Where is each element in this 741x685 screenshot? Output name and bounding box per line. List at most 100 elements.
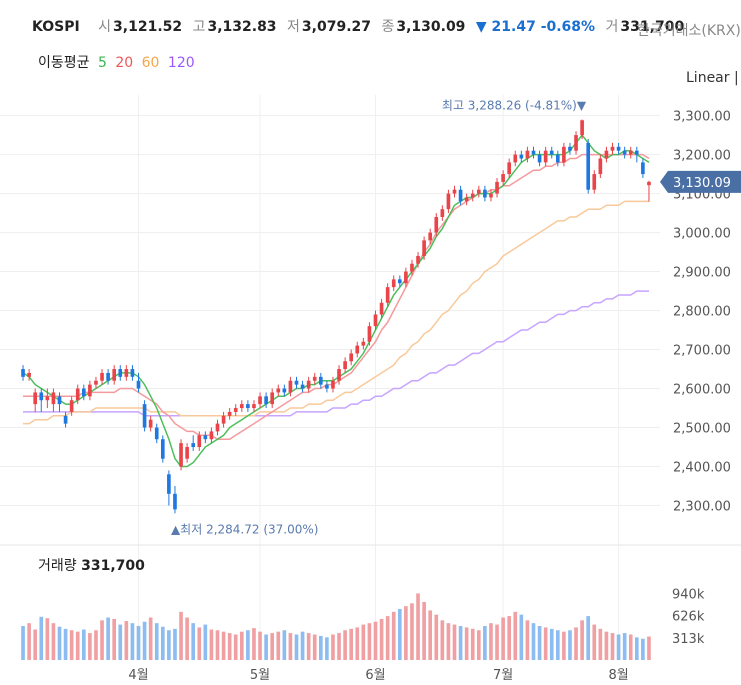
volume-bar xyxy=(112,618,117,660)
candle-body xyxy=(592,174,597,190)
candle-body xyxy=(239,404,244,409)
volume-bar xyxy=(142,621,147,660)
volume-bar xyxy=(118,624,123,660)
close-value: 3,130.09 xyxy=(396,19,466,35)
candle-body xyxy=(367,326,372,342)
candle-body xyxy=(167,474,171,494)
candle-body xyxy=(246,404,250,409)
scale-label: Linear xyxy=(686,70,730,86)
volume-bar xyxy=(331,634,335,660)
ma60-line xyxy=(23,200,649,425)
high-label: 고 xyxy=(192,19,206,35)
candle-body xyxy=(549,150,554,155)
volume-bar xyxy=(616,634,621,660)
candle-body xyxy=(94,380,98,385)
candle-body xyxy=(483,189,487,198)
candle-body xyxy=(391,279,396,288)
volume-bar xyxy=(185,617,189,660)
volume-bar xyxy=(124,621,129,660)
volume-bar xyxy=(501,617,505,660)
ma-20-label[interactable]: 20 xyxy=(115,55,134,71)
volume-bar xyxy=(586,616,591,660)
volume-bar xyxy=(33,629,38,660)
close-label: 종 xyxy=(381,19,395,35)
candle-body xyxy=(622,150,627,155)
volume-bar xyxy=(45,618,50,660)
x-tick-label: 6월 xyxy=(365,668,385,683)
volume-bar xyxy=(88,633,92,660)
ma5-line xyxy=(22,133,650,468)
volume-bar xyxy=(604,631,609,660)
candle-body xyxy=(203,435,208,440)
low-value: 3,079.27 xyxy=(301,19,371,35)
volume-bar xyxy=(130,623,135,660)
candle-body xyxy=(397,279,402,284)
volume-bar xyxy=(203,624,208,660)
low-label: 저 xyxy=(287,19,300,35)
candle-body xyxy=(288,380,293,393)
exchange-name: 한국거래소(KRX) xyxy=(637,23,741,39)
y-tick-label: 3,200.00 xyxy=(673,149,731,164)
volume-bar xyxy=(300,631,305,660)
volume-bar xyxy=(574,627,578,660)
volume-bar xyxy=(276,631,281,660)
volume-bar xyxy=(537,626,542,660)
y-tick-label: 2,600.00 xyxy=(673,383,731,398)
scale-toggle[interactable]: Linear | xyxy=(686,70,739,86)
volume-bar xyxy=(81,629,86,660)
volume-bar xyxy=(452,624,457,660)
quote-header: KOSPI 시 3,121.52 고 3,132.83 저 3,079.27 종 3,1… xyxy=(32,16,690,36)
volume-bar xyxy=(489,623,493,660)
candle-body xyxy=(489,193,493,198)
candle-body xyxy=(252,404,256,409)
ma-60-label[interactable]: 60 xyxy=(141,55,160,71)
volume-bar xyxy=(136,626,141,660)
open-label: 시 xyxy=(98,19,112,35)
candle-body xyxy=(610,146,615,151)
candle-body xyxy=(464,197,469,202)
y-tick-label: 2,700.00 xyxy=(673,344,731,359)
candle-body xyxy=(410,263,414,272)
candle-body xyxy=(452,189,457,194)
volume-bar xyxy=(191,623,196,660)
volume-bar xyxy=(416,593,420,660)
candle-body xyxy=(282,388,287,393)
candle-body xyxy=(258,396,262,405)
volume-bar xyxy=(410,603,414,660)
volume-bar xyxy=(483,626,487,660)
candle-body xyxy=(312,376,317,381)
volume-bar xyxy=(404,606,408,660)
volume-bar xyxy=(464,627,469,660)
candle-body xyxy=(343,361,347,370)
ma20-line xyxy=(23,153,650,440)
y-tick-label: 3,000.00 xyxy=(673,227,731,242)
candle-body xyxy=(349,353,354,362)
volume-bar xyxy=(160,626,165,660)
volume-bar xyxy=(628,634,633,660)
candle-body xyxy=(647,181,651,186)
candle-body xyxy=(148,419,153,428)
candle-body xyxy=(598,158,603,175)
candle-body xyxy=(63,415,68,424)
volume-bar xyxy=(580,620,584,660)
candle-body xyxy=(337,369,341,381)
y-tick-label: 2,800.00 xyxy=(673,305,731,320)
candle-body xyxy=(604,150,609,159)
volume-bar xyxy=(343,630,347,660)
ma-5-label[interactable]: 5 xyxy=(97,55,107,71)
open-value: 3,121.52 xyxy=(113,19,183,35)
y-tick-label: 2,900.00 xyxy=(673,266,731,281)
candle-body xyxy=(294,380,299,385)
volume-bar xyxy=(525,620,530,660)
volume-bar xyxy=(531,623,536,660)
candle-body xyxy=(507,162,512,175)
volume-bar xyxy=(94,630,98,660)
candle-body xyxy=(185,447,189,459)
volume-bar xyxy=(513,611,518,660)
current-price-tag xyxy=(660,170,741,193)
volume-bar xyxy=(647,636,651,660)
y-tick-label: 2,500.00 xyxy=(673,422,731,437)
ma-120-label[interactable]: 120 xyxy=(167,55,195,71)
volume-bar xyxy=(239,631,244,660)
